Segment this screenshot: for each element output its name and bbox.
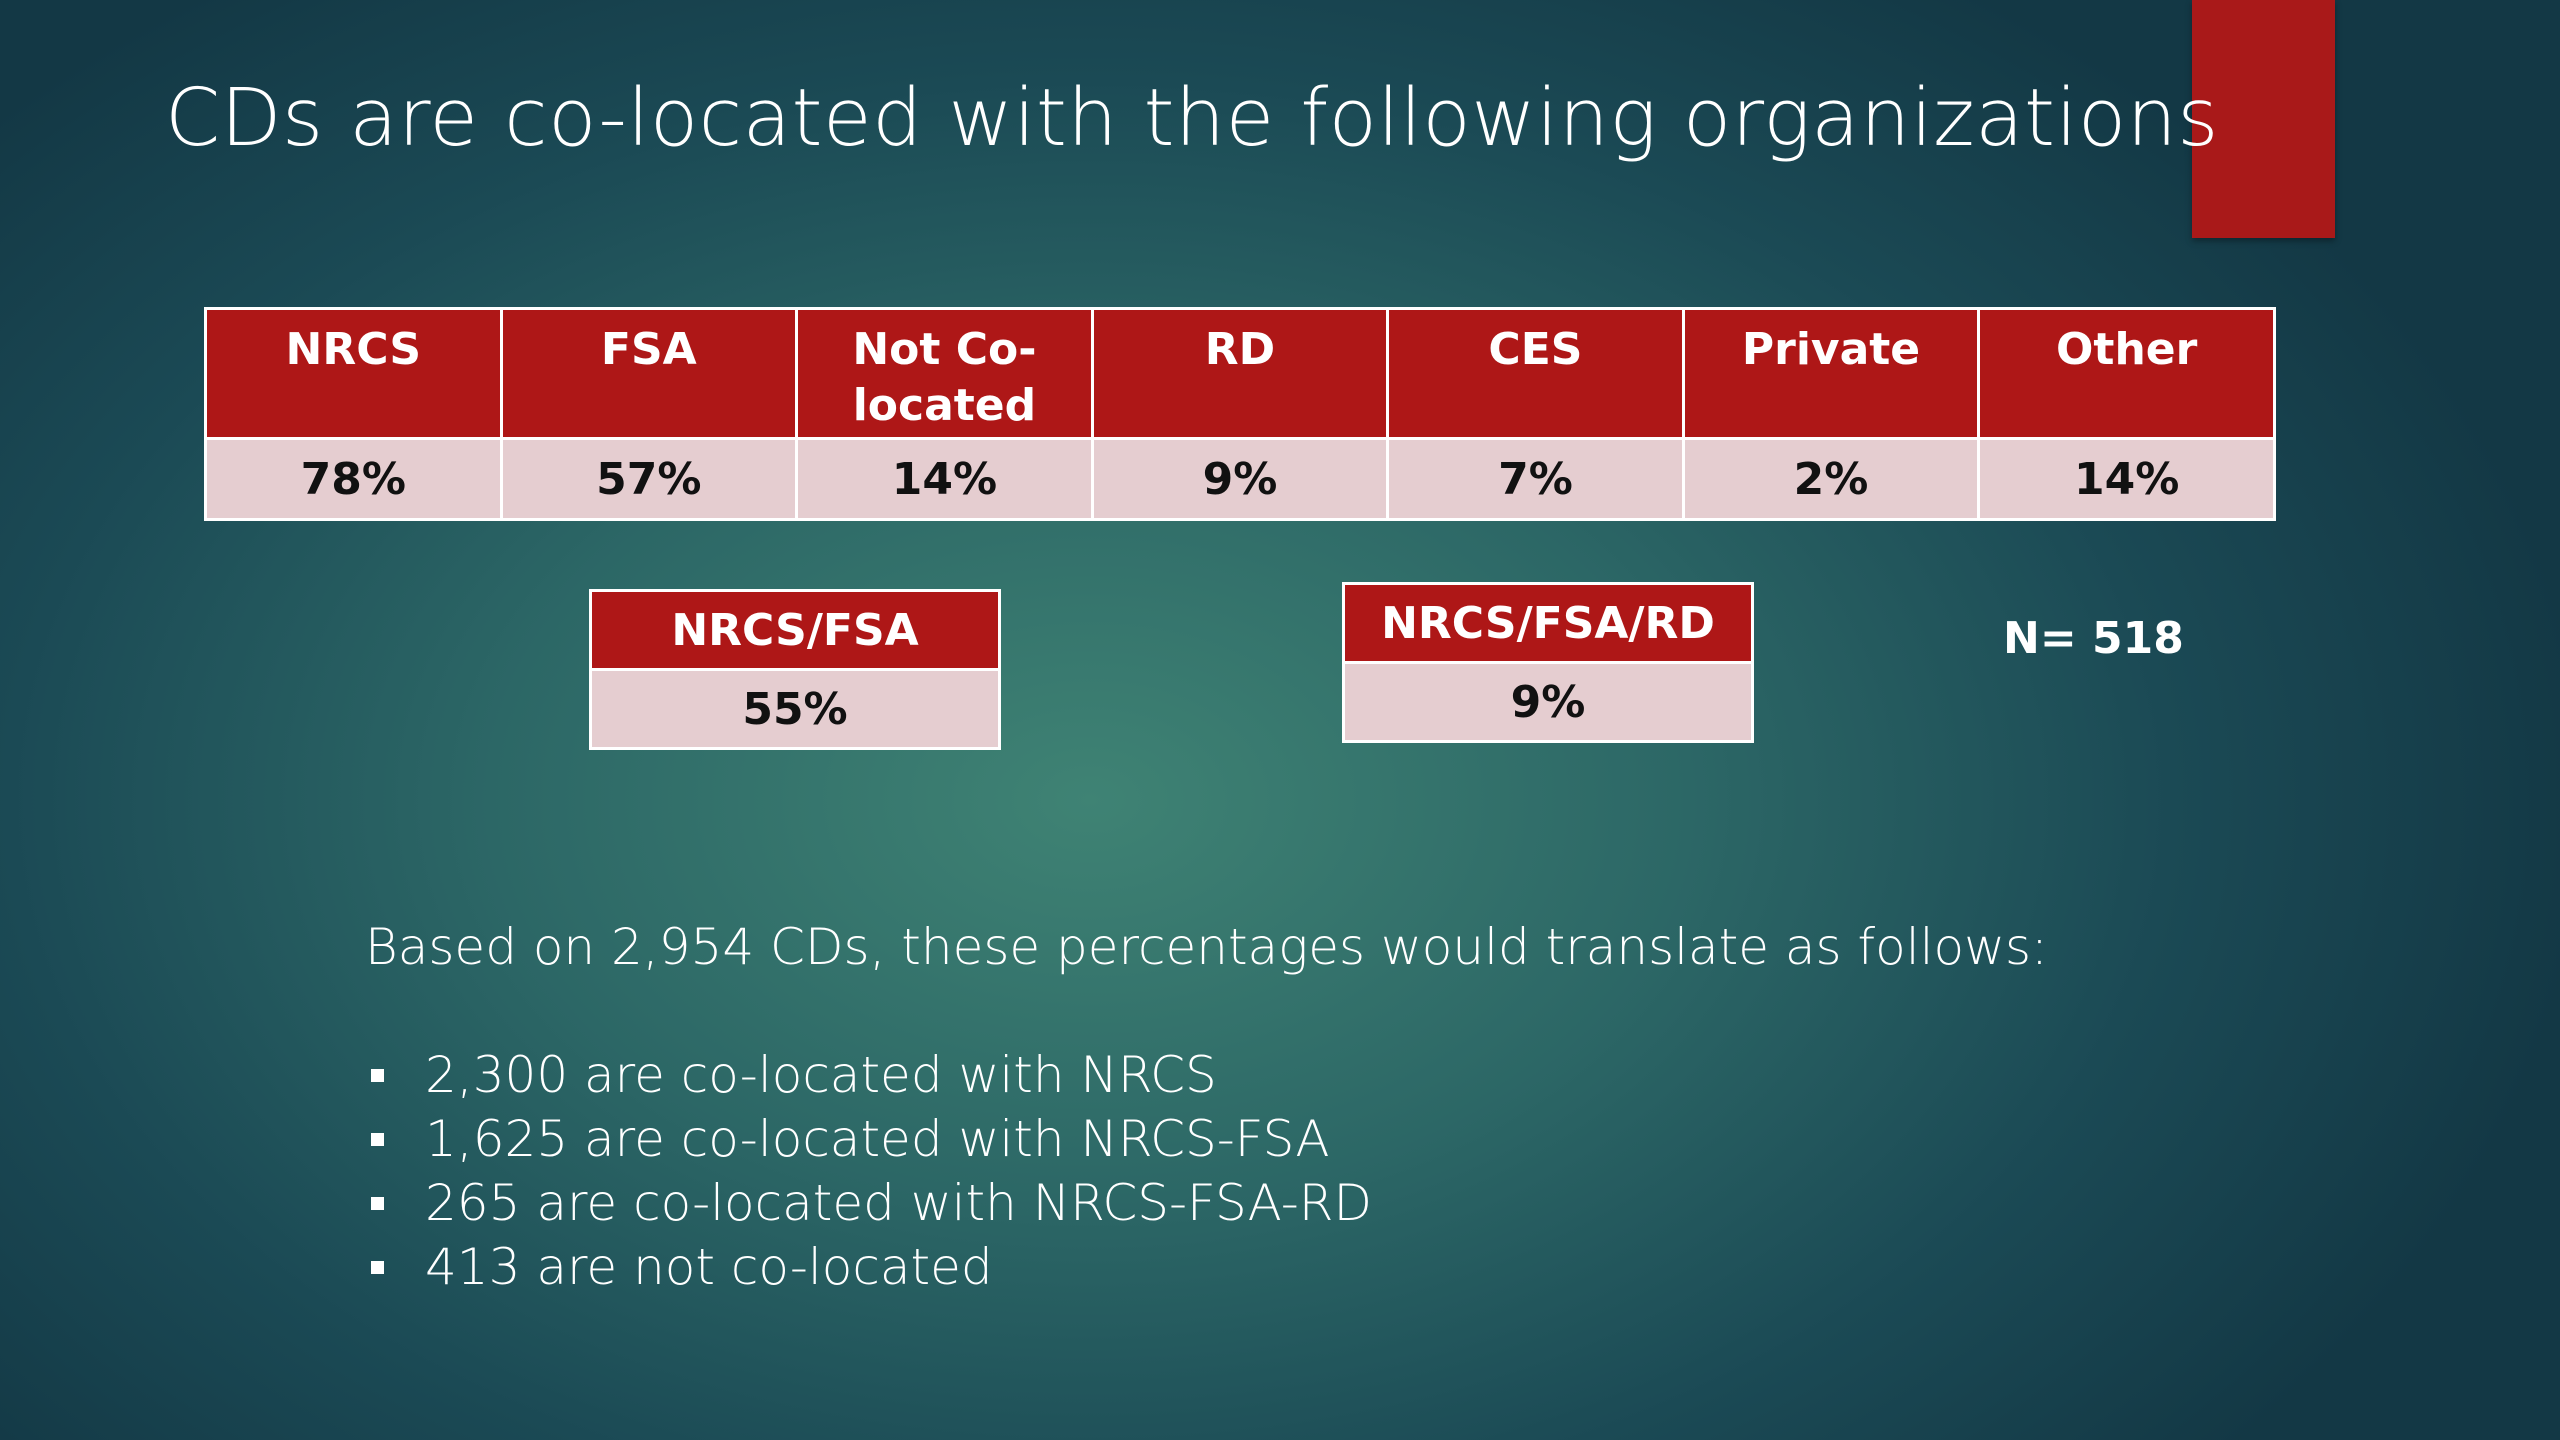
value-fsa: 57%: [499, 437, 799, 521]
header-fsa: FSA: [499, 307, 799, 440]
list-item: 1,625 are co-located with NRCS-FSA: [365, 1107, 1372, 1171]
table-header-row: NRCS FSA Not Co-located RD CES Private O…: [204, 307, 2276, 440]
header-rd: RD: [1090, 307, 1390, 440]
nrcs-fsa-table: NRCS/FSA 55%: [589, 589, 1001, 750]
colocation-table: NRCS FSA Not Co-located RD CES Private O…: [204, 307, 2276, 521]
value-nrcs: 78%: [204, 437, 503, 521]
header-not-colocated: Not Co-located: [795, 307, 1094, 440]
nrcs-fsa-header: NRCS/FSA: [589, 589, 1001, 671]
based-on-text: Based on 2,954 CDs, these percentages wo…: [365, 918, 2048, 976]
header-nrcs: NRCS: [204, 307, 503, 440]
list-item-text: 1,625 are co-located with NRCS-FSA: [425, 1110, 1330, 1168]
list-item-text: 2,300 are co-located with NRCS: [425, 1046, 1217, 1104]
nrcs-fsa-rd-table: NRCS/FSA/RD 9%: [1342, 582, 1754, 743]
value-private: 2%: [1681, 437, 1981, 521]
slide-title: CDs are co-located with the following or…: [165, 72, 2219, 164]
accent-tab: [2192, 0, 2335, 238]
nrcs-fsa-rd-value: 9%: [1342, 661, 1754, 743]
header-not-colocated-line2: located: [852, 380, 1037, 431]
list-item-text: 413 are not co-located: [425, 1238, 993, 1296]
header-other: Other: [1977, 307, 2276, 440]
sample-size-label: N= 518: [2003, 613, 2184, 664]
header-private: Private: [1681, 307, 1981, 440]
value-rd: 9%: [1090, 437, 1390, 521]
value-not-colocated: 14%: [795, 437, 1094, 521]
list-item: 2,300 are co-located with NRCS: [365, 1043, 1372, 1107]
nrcs-fsa-value: 55%: [589, 668, 1001, 750]
value-other: 14%: [1977, 437, 2276, 521]
header-ces: CES: [1386, 307, 1685, 440]
bullet-square-icon: [371, 1133, 384, 1146]
list-item-text: 265 are co-located with NRCS-FSA-RD: [425, 1174, 1372, 1232]
bullet-square-icon: [371, 1261, 384, 1274]
list-item: 413 are not co-located: [365, 1235, 1372, 1299]
nrcs-fsa-rd-header: NRCS/FSA/RD: [1342, 582, 1754, 664]
bullet-list: 2,300 are co-located with NRCS 1,625 are…: [365, 1043, 1372, 1299]
value-ces: 7%: [1386, 437, 1685, 521]
list-item: 265 are co-located with NRCS-FSA-RD: [365, 1171, 1372, 1235]
table-value-row: 78% 57% 14% 9% 7% 2% 14%: [204, 437, 2276, 521]
bullet-square-icon: [371, 1069, 384, 1082]
bullet-square-icon: [371, 1197, 384, 1210]
header-not-colocated-line1: Not Co-: [852, 324, 1037, 375]
